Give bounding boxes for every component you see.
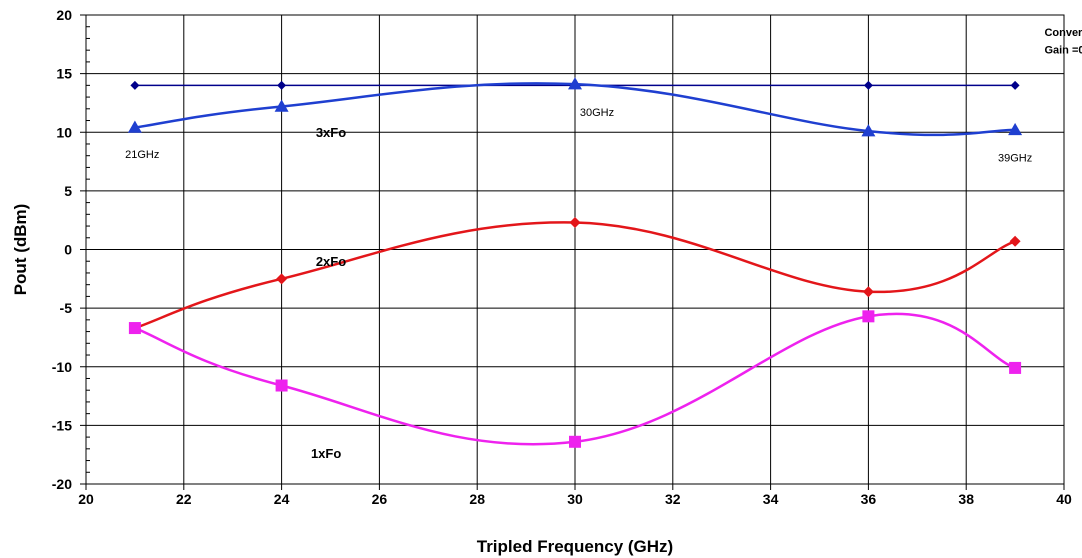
y-tick-label: -20 — [52, 476, 72, 492]
data-point — [1010, 80, 1020, 90]
annotation-label: 2xFo — [316, 254, 346, 269]
x-tick-label: 26 — [372, 491, 388, 507]
annotation-label: 1xFo — [311, 446, 341, 461]
data-point — [127, 120, 142, 133]
x-tick-label: 36 — [861, 491, 877, 507]
x-tick-label: 30 — [567, 491, 583, 507]
y-tick-label: 20 — [56, 7, 72, 23]
data-point — [863, 80, 873, 90]
y-tick-label: 5 — [64, 183, 72, 199]
y-tick-label: -10 — [52, 359, 72, 375]
x-tick-label: 38 — [958, 491, 974, 507]
data-point — [1009, 235, 1021, 247]
annotation-label: Conversion — [1044, 27, 1082, 39]
annotation-label: 39GHz — [998, 153, 1032, 165]
data-point — [277, 80, 287, 90]
x-tick-label: 40 — [1056, 491, 1072, 507]
x-tick-label: 20 — [78, 491, 94, 507]
data-point — [276, 273, 288, 285]
annotation-label: Gain =0 — [1044, 45, 1082, 57]
annotation-label: 3xFo — [316, 125, 346, 140]
data-point — [569, 435, 581, 448]
annotation-label: 21GHz — [125, 149, 159, 161]
series-layer — [127, 77, 1023, 448]
x-tick-label: 24 — [274, 491, 290, 507]
y-axis-title: Pout (dBm) — [11, 204, 30, 296]
data-point — [862, 286, 874, 298]
series-3 — [129, 217, 1021, 334]
x-tick-label: 28 — [469, 491, 485, 507]
y-tick-label: 0 — [64, 242, 72, 258]
data-point — [275, 379, 288, 392]
series-2 — [127, 77, 1023, 137]
data-point — [569, 217, 581, 229]
y-tick-label: 15 — [56, 66, 72, 82]
x-axis-title: Tripled Frequency (GHz) — [477, 537, 673, 556]
annotation-label: 30GHz — [580, 107, 614, 119]
tick-layer: 20 22 24 26 28 30 32 34 36 38 40 -20 -15 -10 -5 0 5 10 15 2… — [52, 7, 1072, 507]
data-point — [568, 77, 582, 90]
annotation-layer: Conversion Gain =0 3xFo 2xFo 1xFo 21GHz 30GHz 3… — [125, 27, 1082, 461]
x-tick-label: 32 — [665, 491, 681, 507]
y-tick-label: 10 — [56, 124, 72, 140]
data-point — [130, 80, 140, 90]
data-point — [862, 310, 875, 323]
data-point — [1009, 361, 1022, 374]
data-point — [274, 99, 289, 112]
data-point — [128, 322, 141, 335]
series-4 — [128, 310, 1022, 448]
y-tick-label: -15 — [52, 417, 72, 433]
data-point — [1008, 122, 1023, 136]
grid — [80, 14, 1065, 490]
x-tick-label: 22 — [176, 491, 192, 507]
y-tick-label: -5 — [60, 300, 73, 316]
data-point — [861, 124, 876, 137]
x-tick-label: 34 — [763, 491, 779, 507]
